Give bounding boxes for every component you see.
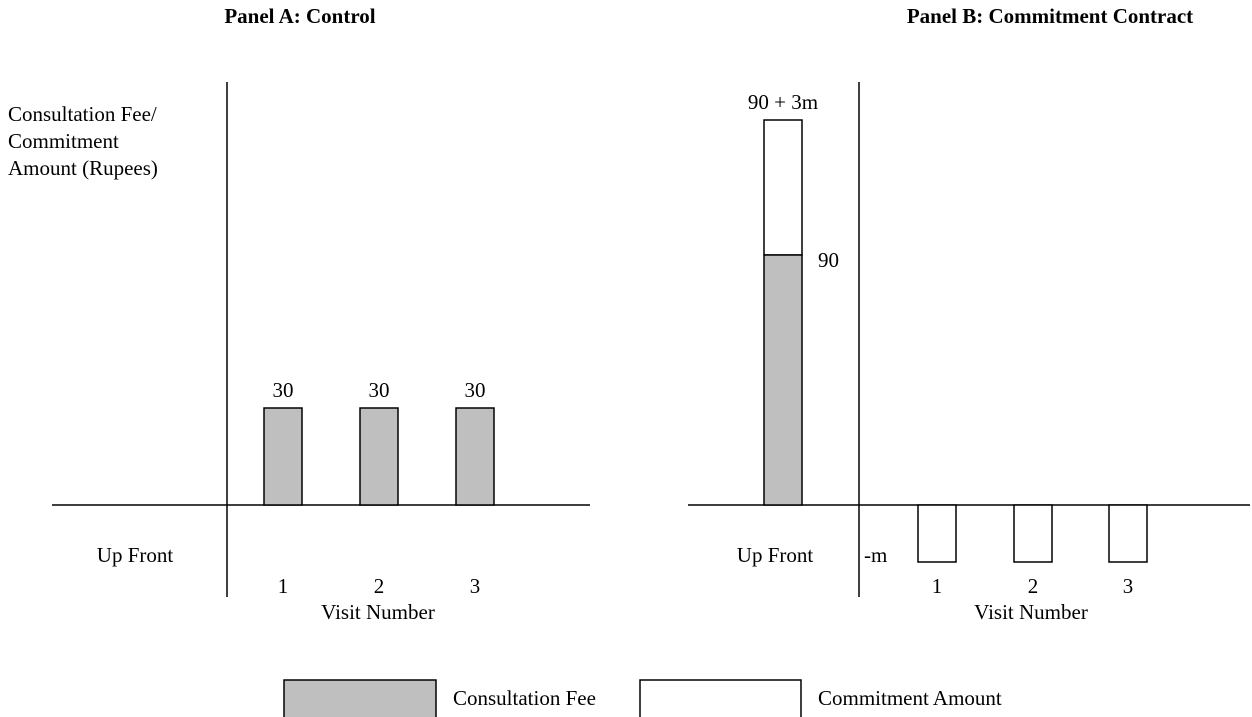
- x-tick-label: 3: [470, 574, 481, 598]
- negative-bar: [1108, 504, 1148, 563]
- x-tick-label: 3: [1123, 574, 1134, 598]
- top-label: 90 + 3m: [748, 90, 818, 114]
- fee-bar: [763, 254, 803, 506]
- negative-bar: [917, 504, 957, 563]
- up-front-label: Up Front: [97, 543, 174, 567]
- negative-bar: [1013, 504, 1053, 563]
- negative-label: -m: [864, 543, 887, 567]
- panel-title: Panel A: Control: [224, 4, 375, 28]
- x-axis-label: Visit Number: [321, 600, 435, 624]
- x-tick-label: 2: [1028, 574, 1039, 598]
- x-tick-label: 1: [932, 574, 943, 598]
- fee-label: 90: [818, 248, 839, 272]
- legend-label: Commitment Amount: [818, 686, 1002, 710]
- panel-title: Panel B: Commitment Contract: [907, 4, 1193, 28]
- legend-swatch: [639, 679, 802, 717]
- x-tick-label: 2: [374, 574, 385, 598]
- bar-label: 30: [465, 378, 486, 402]
- bar-label: 30: [369, 378, 390, 402]
- up-front-label: Up Front: [737, 543, 814, 567]
- legend-swatch: [283, 679, 437, 717]
- commitment-bar: [763, 119, 803, 256]
- y-axis-label: Amount (Rupees): [8, 156, 158, 180]
- legend-label: Consultation Fee: [453, 686, 596, 710]
- bar: [263, 407, 303, 506]
- bar: [455, 407, 495, 506]
- x-axis-label: Visit Number: [974, 600, 1088, 624]
- x-tick-label: 1: [278, 574, 289, 598]
- y-axis-label: Commitment: [8, 129, 119, 153]
- y-axis-label: Consultation Fee/: [8, 102, 157, 126]
- bar: [359, 407, 399, 506]
- bar-label: 30: [273, 378, 294, 402]
